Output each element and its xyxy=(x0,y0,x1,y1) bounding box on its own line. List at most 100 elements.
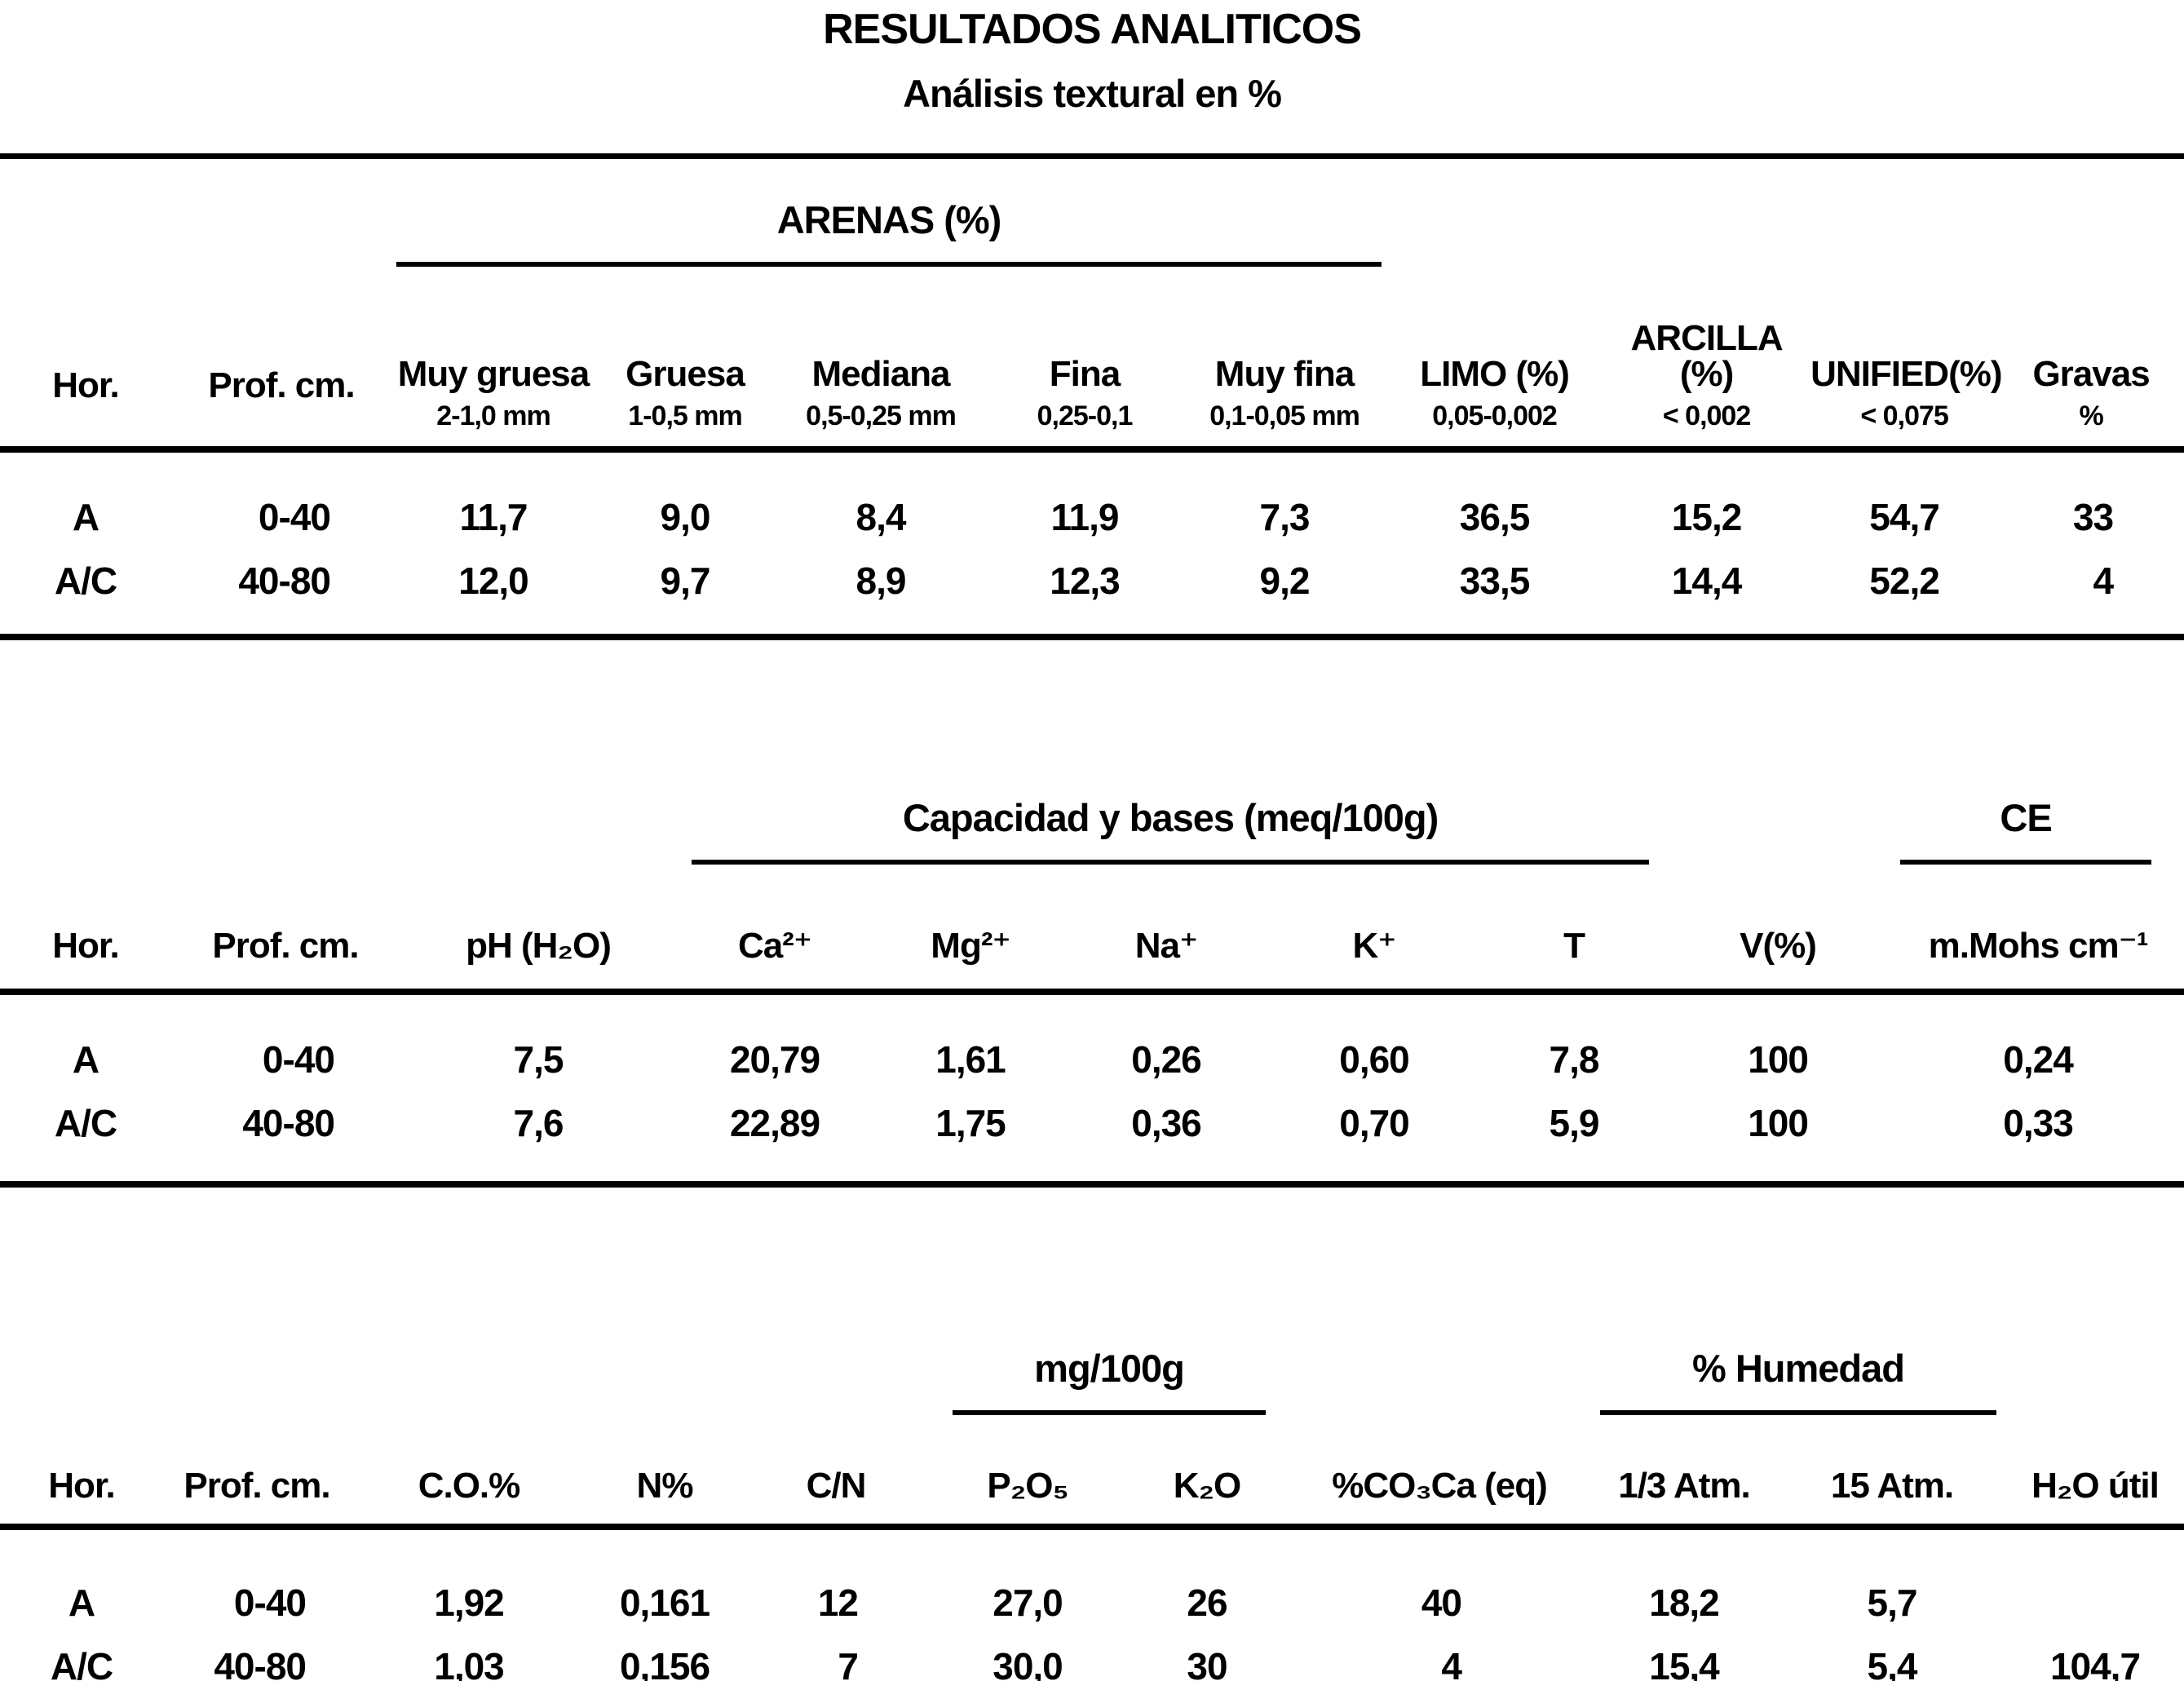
group-cell-humedad: % Humedad xyxy=(1590,1337,2006,1415)
col-header-label: K⁺ xyxy=(1352,925,1397,966)
cell-value: 0-40 xyxy=(233,1581,307,1624)
cell: 5,4 xyxy=(1778,1635,2006,1681)
col-header-ph: pH (H₂O) xyxy=(400,864,677,995)
cell-value: 5,9 xyxy=(1549,1101,1600,1144)
group-label-mg100g: mg/100g xyxy=(953,1349,1266,1415)
spacer-cell xyxy=(1386,159,2184,267)
spacer-cell xyxy=(0,159,391,267)
cell: 7,3 xyxy=(1183,449,1386,549)
cell-value: A/C xyxy=(54,1101,117,1144)
cell-value: A xyxy=(72,1037,99,1081)
col-header-label: Hor. xyxy=(52,925,120,966)
cell-value: 30 xyxy=(1187,1644,1227,1681)
cell-value: 0,26 xyxy=(1131,1037,1202,1081)
col-header-15atm: 15 Atm. xyxy=(1778,1414,2006,1530)
cell: 0,24 xyxy=(1892,992,2184,1091)
col-header-hor: Hor. xyxy=(0,266,171,453)
cell: 12,0 xyxy=(391,549,595,613)
col-header-sublabel: 0,05-0,002 xyxy=(1432,400,1558,431)
cell-value: 0,70 xyxy=(1339,1101,1410,1144)
cell: 54,7 xyxy=(1810,449,1998,549)
cell: 30 xyxy=(1125,1635,1289,1681)
col-header-co: C.O.% xyxy=(351,1414,587,1530)
cell-value: 27,0 xyxy=(993,1581,1063,1624)
cell: 8,9 xyxy=(775,549,987,613)
cell-value: 8,9 xyxy=(855,559,907,602)
texture-table: ARENAS (%) Hor. Prof. cm. Muy gruesa 2-1… xyxy=(0,159,2184,613)
cell-value: 0,156 xyxy=(619,1644,710,1681)
cell: 9,2 xyxy=(1183,549,1386,613)
cell: 0,36 xyxy=(1068,1091,1264,1155)
cell-value: 104,7 xyxy=(2049,1644,2141,1681)
cell: 33 xyxy=(1998,449,2184,549)
group-header-row: mg/100g % Humedad xyxy=(0,1337,2184,1415)
cell: 9,0 xyxy=(595,449,775,549)
col-header-fina: Fina 0,25-0,1 xyxy=(987,266,1183,453)
col-header-label: %CO₃Ca (eq) xyxy=(1332,1465,1548,1506)
cell-value: A xyxy=(68,1581,95,1624)
col-header-sublabel: 0,25-0,1 xyxy=(1037,400,1134,431)
cell: 0,70 xyxy=(1264,1091,1484,1155)
column-header-row: Hor. Prof. cm. C.O.% N% C/N P₂O₅ K₂O %CO… xyxy=(0,1414,2184,1530)
cell-value: 9,2 xyxy=(1259,559,1311,602)
cell-value: 33,5 xyxy=(1459,559,1531,602)
col-header-label: 1/3 Atm. xyxy=(1618,1465,1751,1506)
col-header-label: C/N xyxy=(806,1465,867,1506)
col-header-prof: Prof. cm. xyxy=(171,266,391,453)
col-header-sublabel: < 0,075 xyxy=(1860,400,1948,431)
cell-value: 7,8 xyxy=(1549,1037,1600,1081)
col-header-label: Fina xyxy=(1049,353,1121,394)
cell: 11,7 xyxy=(391,449,595,549)
col-header-mg: Mg²⁺ xyxy=(873,864,1068,995)
cell-value: 0-40 xyxy=(258,495,331,538)
cell: 26 xyxy=(1125,1527,1289,1635)
cell: 0-40 xyxy=(171,449,391,549)
group-cell-mg100g: mg/100g xyxy=(930,1337,1289,1415)
cell: 15,4 xyxy=(1590,1635,1778,1681)
col-header-label: V(%) xyxy=(1740,925,1817,966)
cell: 7 xyxy=(742,1635,930,1681)
cell-value: 11,7 xyxy=(459,495,528,538)
col-header-k2o: K₂O xyxy=(1125,1414,1289,1530)
page-title: RESULTADOS ANALITICOS xyxy=(823,6,1362,53)
cell: 1,75 xyxy=(873,1091,1068,1155)
col-header-sublabel: < 0,002 xyxy=(1662,400,1751,431)
col-header-hor: Hor. xyxy=(0,864,171,995)
cell-value: 7,6 xyxy=(513,1101,564,1144)
col-header-label: Prof. cm. xyxy=(183,1465,330,1506)
cell-value: 26 xyxy=(1187,1581,1227,1624)
col-header-label: Prof. cm. xyxy=(212,925,359,966)
cell-value: 11,9 xyxy=(1050,495,1120,538)
group-label-arenas: ARENAS (%) xyxy=(396,201,1382,267)
cell: A/C xyxy=(0,1635,163,1681)
cation-exchange-table-section: Capacidad y bases (meq/100g) CE Hor. Pro… xyxy=(0,640,2184,1188)
col-header-label: m.Mohs cm⁻¹ xyxy=(1928,925,2149,966)
table-row: A/C 40-80 12,0 9,7 8,9 12,3 9,2 33,5 14,… xyxy=(0,549,2184,613)
cell-value: 0,33 xyxy=(2003,1101,2074,1144)
col-header-na: Na⁺ xyxy=(1068,864,1264,995)
cell-value: 4 xyxy=(1441,1644,1462,1681)
cell: 0,161 xyxy=(587,1527,742,1635)
cell-value: 1,92 xyxy=(434,1581,505,1624)
cell: 100 xyxy=(1664,1091,1892,1155)
cell-value: 12,0 xyxy=(458,559,529,602)
cell-value: 12,3 xyxy=(1050,559,1121,602)
cell-value: 20,79 xyxy=(729,1037,820,1081)
col-header-label: Mediana xyxy=(811,353,950,394)
cell: A xyxy=(0,992,171,1091)
spacer-cell xyxy=(0,1337,930,1415)
col-header-label: Na⁺ xyxy=(1134,925,1198,966)
page-subtitle: Análisis textural en % xyxy=(903,72,1282,116)
col-header-muy-fina: Muy fina 0,1-0,05 mm xyxy=(1183,266,1387,453)
cell-value: A xyxy=(72,495,99,538)
cell: A xyxy=(0,449,171,549)
cell: 12 xyxy=(742,1527,930,1635)
cell: 30,0 xyxy=(930,1635,1125,1681)
nutrients-table-section: mg/100g % Humedad Hor. Prof. cm. C.O.% N… xyxy=(0,1188,2184,1681)
col-header-sublabel: 1-0,5 mm xyxy=(628,400,742,431)
col-header-ce: m.Mohs cm⁻¹ xyxy=(1892,864,2184,995)
col-header-muy-gruesa: Muy gruesa 2-1,0 mm xyxy=(391,266,595,453)
col-header-h2o-util: H₂O útil xyxy=(2006,1414,2184,1530)
col-header-gravas: Gravas % xyxy=(1998,266,2184,453)
